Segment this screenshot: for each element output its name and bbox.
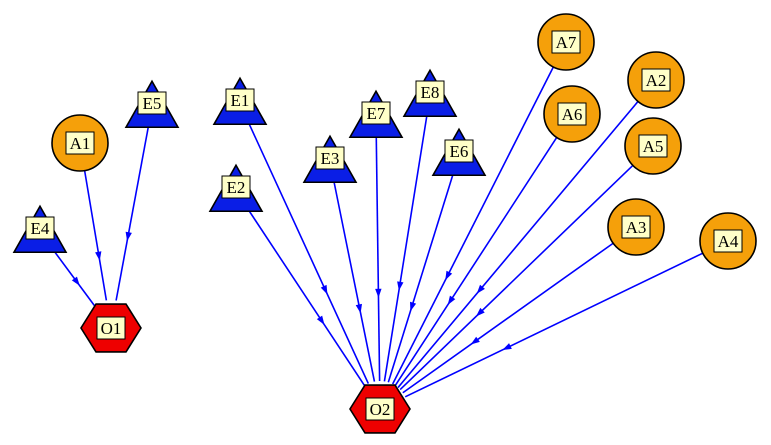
node-label-box (65, 131, 95, 155)
edge-a2-to-o2 (397, 100, 639, 389)
node-label-box (551, 30, 581, 54)
node-label: A7 (556, 33, 577, 52)
edge-e3-to-o2 (330, 167, 376, 382)
edge-a5-to-o2 (399, 164, 634, 391)
arrowhead-icon (502, 343, 512, 350)
node-a4[interactable]: A4 (699, 212, 757, 270)
node-o1[interactable]: O1 (80, 303, 142, 353)
nodes-layer: A1 A2 A3 A4 A5 A6 A7 E1 E2 E3 E4 E5 E6 E7 E8 O1 O2 (12, 13, 757, 434)
node-label: A3 (626, 218, 647, 237)
node-e1[interactable]: E1 (212, 76, 268, 126)
node-label: E5 (143, 94, 162, 113)
arrowhead-icon (375, 288, 382, 298)
node-label-box (137, 91, 167, 115)
arrowhead-icon (397, 281, 404, 291)
node-e5[interactable]: E5 (124, 79, 180, 129)
node-label: O2 (370, 400, 391, 419)
node-label: E2 (227, 178, 246, 197)
arrowhead-icon (355, 303, 362, 314)
edge-a4-to-o2 (404, 252, 704, 398)
node-a6[interactable]: A6 (543, 85, 601, 143)
node-label: E7 (367, 104, 386, 123)
node-label-box (315, 146, 345, 170)
arrowhead-icon (410, 301, 417, 312)
arrowhead-icon (95, 251, 102, 261)
node-e6[interactable]: E6 (431, 127, 487, 177)
node-label-box (641, 68, 671, 92)
edge-e5-to-o1 (115, 112, 152, 301)
arrowhead-icon (476, 307, 485, 317)
arrowhead-icon (470, 336, 480, 345)
node-label: A5 (643, 137, 664, 156)
edge-e7-to-o2 (375, 122, 381, 382)
node-label: A6 (562, 105, 583, 124)
node-label-box (365, 397, 395, 421)
arrowhead-icon (447, 295, 456, 305)
node-a1[interactable]: A1 (51, 114, 109, 172)
node-label: A2 (646, 71, 667, 90)
arrowhead-icon (71, 276, 80, 286)
edge-a1-to-o1 (83, 170, 108, 301)
node-e4[interactable]: E4 (12, 204, 68, 254)
node-e8[interactable]: E8 (402, 68, 458, 118)
edge-a6-to-o2 (394, 137, 558, 386)
node-label-box (96, 316, 126, 340)
node-a3[interactable]: A3 (607, 198, 665, 256)
edges-layer (42, 66, 704, 398)
arrowhead-icon (476, 284, 485, 294)
arrowhead-icon (320, 284, 328, 295)
node-label: O1 (101, 319, 122, 338)
node-a7[interactable]: A7 (537, 13, 595, 71)
node-label-box (225, 88, 255, 112)
arrowhead-icon (125, 231, 132, 242)
node-label: E6 (450, 142, 469, 161)
node-label-box (638, 134, 668, 158)
node-label: E4 (31, 219, 50, 238)
node-label-box (361, 101, 391, 125)
edge-e2-to-o2 (238, 195, 366, 387)
node-e7[interactable]: E7 (348, 89, 404, 139)
edge-a7-to-o2 (391, 66, 555, 385)
node-e2[interactable]: E2 (208, 163, 264, 213)
arrowhead-icon (445, 270, 453, 281)
edge-a3-to-o2 (402, 242, 614, 394)
node-label: E8 (421, 83, 440, 102)
node-label-box (444, 139, 474, 163)
node-a5[interactable]: A5 (624, 117, 682, 175)
arrowhead-icon (316, 315, 325, 325)
node-label-box (713, 229, 743, 253)
node-o2[interactable]: O2 (349, 384, 411, 434)
edge-e8-to-o2 (383, 101, 430, 382)
node-label: E1 (231, 91, 250, 110)
edge-e1-to-o2 (241, 109, 370, 384)
node-label: A4 (718, 232, 739, 251)
node-label-box (415, 80, 445, 104)
node-label-box (221, 175, 251, 199)
node-label: E3 (321, 149, 340, 168)
edge-e6-to-o2 (387, 160, 458, 383)
node-label-box (621, 215, 651, 239)
node-label-box (557, 102, 587, 126)
node-label-box (25, 216, 55, 240)
node-e3[interactable]: E3 (302, 134, 358, 184)
node-a2[interactable]: A2 (627, 51, 685, 109)
node-label: A1 (70, 134, 91, 153)
